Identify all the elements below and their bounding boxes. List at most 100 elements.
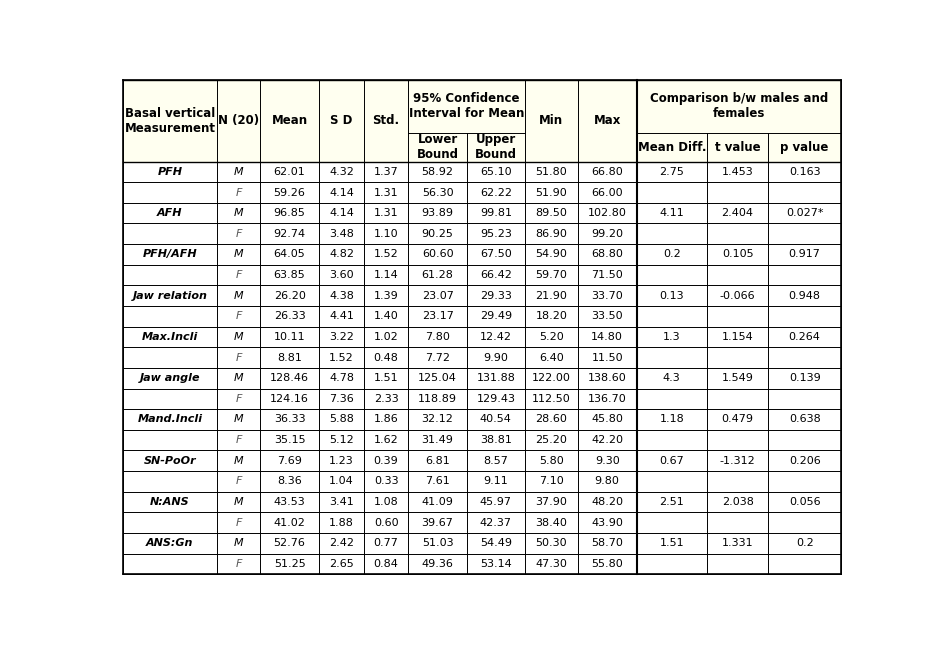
Text: 2.75: 2.75: [659, 167, 684, 177]
Text: PFH: PFH: [157, 167, 183, 177]
Text: 0.2: 0.2: [663, 249, 680, 259]
Text: 1.31: 1.31: [373, 187, 399, 198]
Text: 0.77: 0.77: [373, 538, 399, 548]
Text: 112.50: 112.50: [532, 394, 571, 404]
Text: 1.18: 1.18: [659, 415, 684, 424]
Bar: [123, 265, 841, 285]
Text: 1.02: 1.02: [373, 332, 399, 342]
Text: 51.80: 51.80: [535, 167, 567, 177]
Text: 9.80: 9.80: [594, 476, 620, 487]
Bar: [123, 368, 841, 389]
Text: 48.20: 48.20: [592, 497, 623, 507]
Text: 49.36: 49.36: [421, 559, 454, 569]
Bar: [123, 161, 841, 182]
Text: 4.32: 4.32: [329, 167, 354, 177]
Text: Mean Diff.: Mean Diff.: [637, 141, 706, 154]
Text: F: F: [235, 353, 241, 363]
Text: t value: t value: [715, 141, 760, 154]
Text: 54.90: 54.90: [535, 249, 567, 259]
Text: 131.88: 131.88: [476, 373, 516, 383]
Bar: [123, 347, 841, 368]
Text: 58.92: 58.92: [421, 167, 454, 177]
Text: 0.105: 0.105: [722, 249, 753, 259]
Text: F: F: [235, 270, 241, 280]
Text: 9.30: 9.30: [594, 456, 620, 466]
Text: 55.80: 55.80: [592, 559, 623, 569]
Text: 4.78: 4.78: [329, 373, 354, 383]
Bar: [123, 285, 841, 306]
Text: 122.00: 122.00: [532, 373, 571, 383]
Bar: [123, 553, 841, 574]
Text: 4.3: 4.3: [663, 373, 680, 383]
Text: 54.49: 54.49: [480, 538, 512, 548]
Text: 2.404: 2.404: [722, 208, 753, 218]
Text: 128.46: 128.46: [271, 373, 309, 383]
Text: 62.01: 62.01: [273, 167, 305, 177]
Text: Jaw relation: Jaw relation: [133, 291, 207, 301]
Text: 4.82: 4.82: [329, 249, 354, 259]
Text: Comparison b/w males and
females: Comparison b/w males and females: [650, 93, 828, 121]
Text: 0.948: 0.948: [789, 291, 821, 301]
Text: 58.70: 58.70: [592, 538, 623, 548]
Text: 35.15: 35.15: [273, 435, 305, 445]
Text: Mand.Incli: Mand.Incli: [138, 415, 202, 424]
Text: 52.76: 52.76: [273, 538, 305, 548]
Text: 4.11: 4.11: [659, 208, 684, 218]
Text: M: M: [234, 167, 243, 177]
Text: 66.00: 66.00: [592, 187, 623, 198]
Text: 8.81: 8.81: [277, 353, 302, 363]
Text: 0.48: 0.48: [373, 353, 399, 363]
Text: 33.70: 33.70: [592, 291, 623, 301]
Text: 8.36: 8.36: [277, 476, 302, 487]
Text: 42.37: 42.37: [480, 518, 512, 527]
Text: -0.066: -0.066: [720, 291, 755, 301]
Text: 51.25: 51.25: [273, 559, 305, 569]
Text: 129.43: 129.43: [476, 394, 516, 404]
Bar: [123, 182, 841, 203]
Text: 71.50: 71.50: [592, 270, 623, 280]
Text: 53.14: 53.14: [480, 559, 512, 569]
Text: 4.41: 4.41: [329, 311, 354, 321]
Text: M: M: [234, 332, 243, 342]
Text: 99.20: 99.20: [592, 229, 623, 239]
Bar: [123, 492, 841, 513]
Text: 2.33: 2.33: [373, 394, 399, 404]
Text: 1.62: 1.62: [373, 435, 399, 445]
Text: 11.50: 11.50: [592, 353, 623, 363]
Text: 31.49: 31.49: [421, 435, 454, 445]
Text: 5.80: 5.80: [539, 456, 563, 466]
Text: 50.30: 50.30: [535, 538, 567, 548]
Text: 125.04: 125.04: [418, 373, 457, 383]
Text: 1.14: 1.14: [373, 270, 399, 280]
Text: 0.056: 0.056: [789, 497, 821, 507]
Text: Basal vertical
Measurement: Basal vertical Measurement: [124, 107, 215, 135]
Text: 56.30: 56.30: [422, 187, 453, 198]
Text: 2.038: 2.038: [722, 497, 753, 507]
Text: 96.85: 96.85: [273, 208, 305, 218]
Text: AFH: AFH: [157, 208, 183, 218]
Bar: [123, 533, 841, 553]
Text: 138.60: 138.60: [588, 373, 626, 383]
Text: 41.09: 41.09: [421, 497, 454, 507]
Text: 39.67: 39.67: [421, 518, 454, 527]
Text: 102.80: 102.80: [588, 208, 626, 218]
Text: 45.97: 45.97: [480, 497, 512, 507]
Text: 14.80: 14.80: [592, 332, 623, 342]
Text: 26.20: 26.20: [273, 291, 305, 301]
Text: 1.549: 1.549: [722, 373, 753, 383]
Text: 124.16: 124.16: [271, 394, 309, 404]
Text: 12.42: 12.42: [480, 332, 512, 342]
Text: 99.81: 99.81: [480, 208, 512, 218]
Text: 37.90: 37.90: [535, 497, 567, 507]
Text: 1.453: 1.453: [722, 167, 753, 177]
Text: 1.86: 1.86: [373, 415, 399, 424]
Text: 0.027*: 0.027*: [786, 208, 824, 218]
Text: 60.60: 60.60: [422, 249, 453, 259]
Text: 0.2: 0.2: [796, 538, 813, 548]
Text: M: M: [234, 538, 243, 548]
Text: 1.31: 1.31: [373, 208, 399, 218]
Text: 47.30: 47.30: [535, 559, 567, 569]
Text: 1.37: 1.37: [373, 167, 399, 177]
Text: Std.: Std.: [373, 115, 400, 128]
Text: 1.3: 1.3: [663, 332, 680, 342]
